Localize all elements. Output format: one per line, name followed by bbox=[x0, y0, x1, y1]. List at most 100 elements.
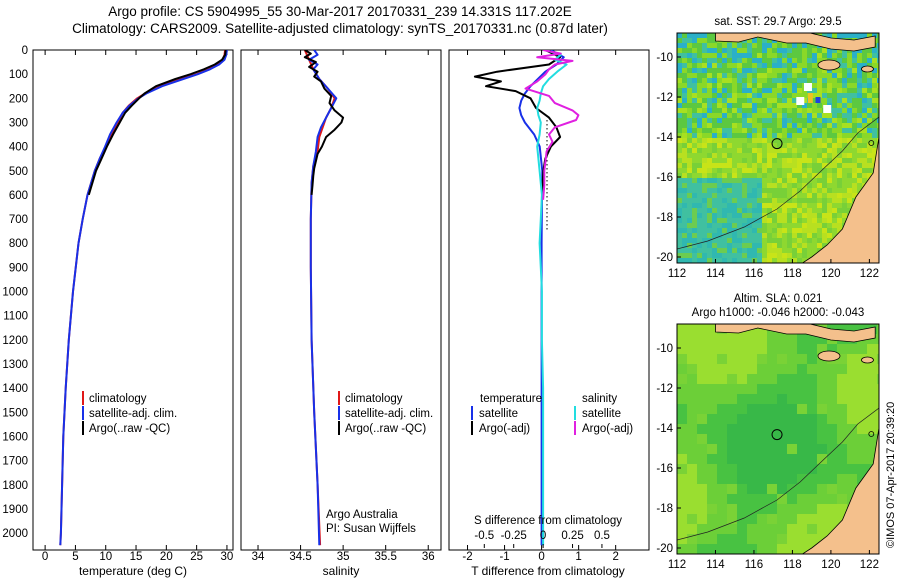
map-cell bbox=[722, 208, 727, 213]
map-cell bbox=[752, 48, 757, 53]
difference-temperature-legend: temperature satellite Argo(-adj) bbox=[471, 393, 542, 435]
map-cell bbox=[727, 364, 737, 374]
sla-map-overlays bbox=[677, 324, 879, 554]
map-cell bbox=[707, 73, 712, 78]
map-cell bbox=[867, 108, 872, 113]
map-cell bbox=[732, 103, 737, 108]
map-cell bbox=[877, 93, 879, 98]
map-cell bbox=[732, 43, 737, 48]
map-cell bbox=[872, 103, 877, 108]
map-cell bbox=[837, 88, 842, 93]
map-cell bbox=[877, 78, 879, 83]
map-cell bbox=[847, 163, 852, 168]
map-cell bbox=[677, 73, 682, 78]
map-cell bbox=[757, 404, 767, 414]
map-cell bbox=[727, 108, 732, 113]
map-cell bbox=[787, 193, 792, 198]
x-tick-label: 35.5 bbox=[374, 551, 396, 563]
map-cell bbox=[747, 173, 752, 178]
map-cell bbox=[737, 153, 742, 158]
map-cell bbox=[697, 68, 702, 73]
map-cell bbox=[697, 193, 702, 198]
map-cell bbox=[802, 233, 807, 238]
map-cell bbox=[787, 68, 792, 73]
map-cell bbox=[817, 434, 827, 444]
map-cell bbox=[802, 183, 807, 188]
map-cell bbox=[837, 484, 847, 494]
map-cell bbox=[832, 208, 837, 213]
map-cell bbox=[847, 208, 852, 213]
map-cell bbox=[847, 133, 852, 138]
map-cell bbox=[827, 374, 837, 384]
map-cell bbox=[677, 414, 687, 424]
map-cell bbox=[782, 208, 787, 213]
map-cell bbox=[787, 113, 792, 118]
map-cell bbox=[872, 98, 877, 103]
map-cell bbox=[722, 198, 727, 203]
map-cell bbox=[742, 213, 747, 218]
x-tick-label: 0.5 bbox=[594, 530, 610, 542]
map-cell bbox=[712, 78, 717, 83]
map-cell bbox=[747, 243, 752, 248]
difference-plot-frame bbox=[448, 49, 650, 551]
map-cell bbox=[802, 103, 807, 108]
map-cell bbox=[767, 48, 772, 53]
map-cell bbox=[722, 158, 727, 163]
x-tick-label: 36 bbox=[422, 551, 435, 563]
map-cell bbox=[717, 73, 722, 78]
map-cell bbox=[737, 133, 742, 138]
map-cell bbox=[707, 98, 712, 103]
map-cell bbox=[692, 198, 697, 203]
map-cell bbox=[817, 444, 827, 454]
map-cell bbox=[757, 43, 762, 48]
map-cell bbox=[872, 138, 877, 143]
map-cell bbox=[722, 168, 727, 173]
map-cell bbox=[747, 138, 752, 143]
map-cell bbox=[772, 173, 777, 178]
map-cell bbox=[797, 233, 802, 238]
map-cell bbox=[752, 163, 757, 168]
map-cell bbox=[827, 474, 837, 484]
sla-map: Altim. SLA: 0.021 Argo h1000: -0.046 h20… bbox=[656, 293, 880, 571]
map-cell bbox=[777, 454, 787, 464]
map-y-tick-label: -18 bbox=[656, 212, 673, 224]
map-cell bbox=[732, 93, 737, 98]
map-cell bbox=[807, 193, 812, 198]
map-cell bbox=[817, 344, 827, 354]
map-cell bbox=[682, 53, 687, 58]
map-cell bbox=[747, 203, 752, 208]
map-cell bbox=[742, 203, 747, 208]
map-cell bbox=[867, 53, 872, 58]
map-cell bbox=[817, 108, 822, 113]
map-cell bbox=[757, 223, 762, 228]
map-cell bbox=[797, 474, 807, 484]
map-cell bbox=[702, 258, 707, 263]
map-cell bbox=[707, 68, 712, 73]
map-cell bbox=[792, 63, 797, 68]
temperature-x-label: temperature (deg C) bbox=[79, 564, 187, 578]
map-cell bbox=[757, 203, 762, 208]
map-cell bbox=[867, 364, 877, 374]
map-cell bbox=[847, 58, 852, 63]
map-cell bbox=[767, 93, 772, 98]
map-cell bbox=[812, 163, 817, 168]
map-cell bbox=[677, 88, 682, 93]
map-cell bbox=[817, 514, 827, 524]
map-cell bbox=[802, 173, 807, 178]
map-cell bbox=[682, 133, 687, 138]
map-y-tick-label: -16 bbox=[656, 172, 673, 184]
map-cell bbox=[752, 193, 757, 198]
map-cell bbox=[707, 258, 712, 263]
map-cell bbox=[732, 123, 737, 128]
map-cell bbox=[807, 384, 817, 394]
map-cell bbox=[732, 98, 737, 103]
map-cell bbox=[687, 38, 692, 43]
map-cell bbox=[812, 148, 817, 153]
map-cell bbox=[742, 43, 747, 48]
map-cell bbox=[842, 198, 847, 203]
map-cell bbox=[857, 188, 862, 193]
map-cell bbox=[702, 173, 707, 178]
map-cell bbox=[717, 344, 727, 354]
map-cell bbox=[732, 218, 737, 223]
map-cell bbox=[777, 334, 787, 344]
